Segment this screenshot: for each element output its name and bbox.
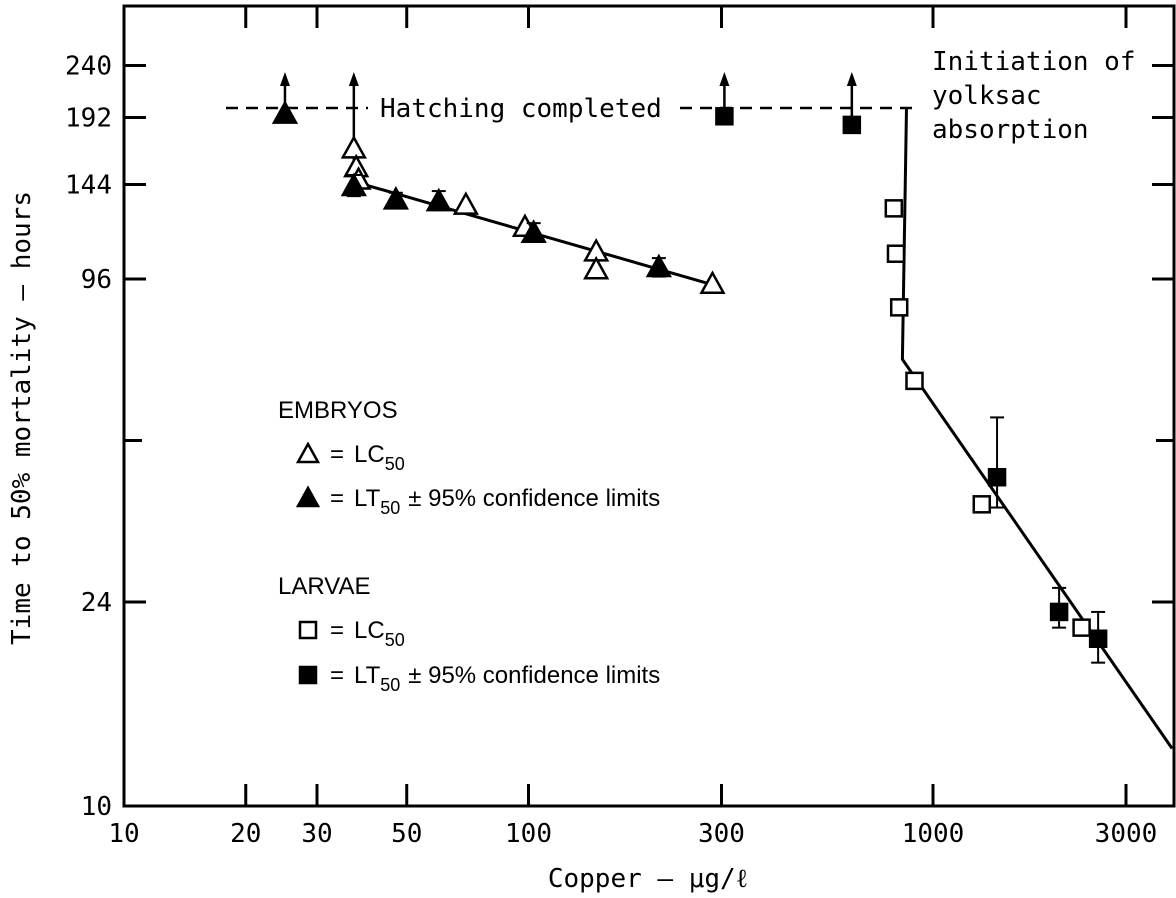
plot-border	[122, 4, 1176, 808]
fit-lines	[348, 72, 1174, 750]
embryo-lc50-point	[699, 270, 726, 294]
embryo-lt50-point	[271, 100, 299, 124]
larvae-lt50-point	[842, 115, 862, 135]
legend-equals: =	[330, 485, 344, 512]
x-tick-label: 3000	[1095, 819, 1158, 849]
arrow-head	[348, 72, 359, 86]
embryo-lt50-point	[382, 185, 409, 210]
larvae-lc50-point	[889, 298, 909, 317]
legend-embryos-title: EMBRYOS	[278, 397, 398, 424]
embryo-lt50-point	[425, 187, 452, 212]
embryo-lc50-point	[452, 191, 479, 215]
x-tick-label: 1000	[902, 819, 965, 849]
embryo-lt50-point	[520, 219, 547, 243]
embryo-lc50-point	[583, 255, 610, 280]
data-marks	[271, 72, 1108, 664]
larvae-lc50-point	[884, 199, 904, 218]
x-tick-label: 50	[391, 819, 422, 849]
yolksac-label: yolksac	[932, 81, 1042, 111]
larvae-lc50-point	[886, 244, 906, 263]
legend-entry: LT50 ± 95% confidence limits	[354, 662, 660, 695]
y-tick-label: 144	[65, 171, 112, 201]
hatching-label: Hatching completed	[380, 94, 662, 124]
plot-frame	[122, 4, 1176, 808]
legend-equals: =	[330, 441, 344, 468]
embryo-lt50-point	[340, 172, 367, 197]
legend-larvae-title: LARVAE	[278, 573, 371, 600]
y-tick-label: 10	[81, 792, 112, 822]
legend-square-icon	[298, 665, 318, 685]
y-tick-label: 24	[81, 588, 112, 618]
yolksac-label: absorption	[932, 115, 1089, 145]
axis-ticks	[122, 6, 1174, 808]
larvae-lc50-point	[905, 371, 924, 391]
embryo-lt50-point	[645, 253, 672, 278]
legend-triangle-icon	[295, 441, 321, 464]
y-tick-label: 240	[65, 52, 112, 82]
legend-equals: =	[330, 617, 344, 644]
larvae-lt50-point	[987, 467, 1007, 487]
x-tick-label: 300	[698, 819, 745, 849]
x-tick-label: 100	[505, 819, 552, 849]
legend-square-icon	[298, 620, 318, 640]
legend-equals: =	[330, 662, 344, 689]
x-tick-label: 10	[108, 819, 139, 849]
legend-entry: LT50 ± 95% confidence limits	[354, 485, 660, 518]
y-axis-label: Time to 50% mortality — hours	[7, 191, 37, 645]
larvae-lt50-point	[1049, 602, 1069, 622]
legend: EMBRYOS = LC50 = LT50 ± 95% confidence limits…	[278, 397, 660, 695]
axis-labels: Copper — μg/ℓ Time to 50% mortality — hou…	[7, 191, 748, 894]
arrow-head	[719, 72, 730, 86]
x-tick-label: 30	[301, 819, 332, 849]
axis-tick-labels: 10 20 30 50 100 300 1000 3000 240 192 144 96 24 10	[65, 52, 1157, 849]
larvae-lc50-point	[1072, 618, 1091, 637]
larvae-fit	[900, 107, 1174, 750]
y-tick-label: 96	[81, 265, 112, 295]
y-tick-label: 192	[65, 103, 112, 133]
larvae-lt50-point	[1088, 629, 1108, 648]
x-axis-label: Copper — μg/ℓ	[548, 864, 748, 894]
legend-triangle-icon	[295, 485, 321, 508]
annotations: Hatching completed Initiation of yolksac ab…	[226, 47, 1136, 145]
larvae-lc50-point	[972, 495, 992, 514]
x-tick-label: 20	[230, 819, 261, 849]
legend-entry: LC50	[354, 441, 405, 474]
yolksac-label: Initiation of	[932, 47, 1136, 77]
embryo-lc50-point	[340, 135, 367, 159]
legend-entry: LC50	[354, 617, 405, 650]
arrow-head	[846, 72, 857, 86]
arrow-head	[279, 72, 290, 86]
larvae-lt50-point	[715, 107, 734, 126]
